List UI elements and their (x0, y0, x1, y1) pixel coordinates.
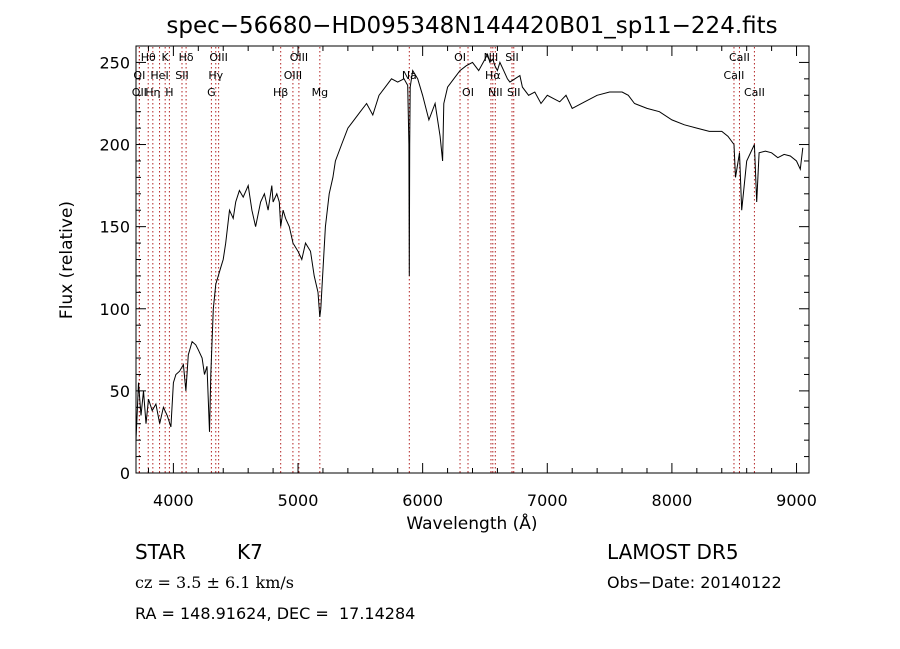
y-tick-label: 50 (110, 382, 130, 401)
spectral-line-label: OIII (209, 51, 227, 64)
coordinates: RA = 148.91624, DEC = 17.14284 (135, 604, 416, 623)
x-tick-label: 9000 (776, 491, 817, 510)
spectral-line-label: Hθ (141, 51, 156, 64)
spectrum-series (135, 52, 804, 441)
survey-name: LAMOST DR5 (607, 540, 739, 564)
y-tick-label: 200 (99, 136, 130, 155)
spectral-line-label: SII (505, 51, 518, 64)
y-axis-ticks: 0 50 100 150 200 250 (99, 45, 809, 483)
plot-frame (135, 45, 810, 474)
chart-title: spec−56680−HD095348N144420B01_sp11−224.f… (166, 13, 777, 39)
spectral-line-label: Hβ (273, 86, 288, 99)
spectral-line-label: G (207, 86, 216, 99)
y-tick-label: 0 (120, 464, 130, 483)
spectral-line-label: HeI (150, 69, 168, 82)
x-tick-label: 7000 (527, 491, 568, 510)
spectral-line-markers (138, 47, 755, 473)
spectral-line-label: OI (454, 51, 466, 64)
spectral-line-labels: Hθ K Hδ OIII OIII OI NII SII CaII OI HeI SII Hγ OIII N… (132, 51, 765, 99)
spectral-line-label: Na (402, 69, 417, 82)
y-axis-label: Flux (relative) (57, 201, 77, 319)
spectral-line-label: Hδ (179, 51, 194, 64)
x-tick-label: 4000 (153, 491, 194, 510)
spectral-line-label: CaII (744, 86, 765, 99)
y-tick-label: 150 (99, 218, 130, 237)
spectral-line-label: NII (488, 86, 503, 99)
spectral-line-label: Hη (145, 86, 160, 99)
x-tick-label: 6000 (402, 491, 443, 510)
spectral-line-label: Hγ (208, 69, 223, 82)
spectral-line-label: OIII (284, 69, 302, 82)
y-tick-label: 100 (99, 300, 130, 319)
spectral-line-label: CaII (724, 69, 745, 82)
object-class: STAR (135, 540, 186, 564)
x-tick-label: 8000 (652, 491, 693, 510)
redshift-cz: cz = 3.5 ± 6.1 km/s (135, 573, 294, 592)
spectral-line-label: H (165, 86, 173, 99)
spectral-line-label: OIII (290, 51, 308, 64)
x-tick-label: 5000 (278, 491, 319, 510)
observation-date: Obs−Date: 20140122 (607, 573, 782, 592)
spectral-line-label: SII (175, 69, 188, 82)
spectral-line-label: K (162, 51, 170, 64)
spectral-line-label: CaII (729, 51, 750, 64)
spectral-line-label: OI (462, 86, 474, 99)
spectral-line-label: Hα (485, 69, 501, 82)
object-subclass: K7 (237, 540, 263, 564)
spectral-line-label: SII (507, 86, 520, 99)
y-tick-label: 250 (99, 53, 130, 72)
x-axis-ticks: 4000 5000 6000 7000 8000 9000 (147, 46, 817, 510)
spectral-line-label: Mg (312, 86, 328, 99)
spectral-line-label: OI (133, 69, 145, 82)
x-axis-label: Wavelength (Å) (406, 512, 537, 534)
